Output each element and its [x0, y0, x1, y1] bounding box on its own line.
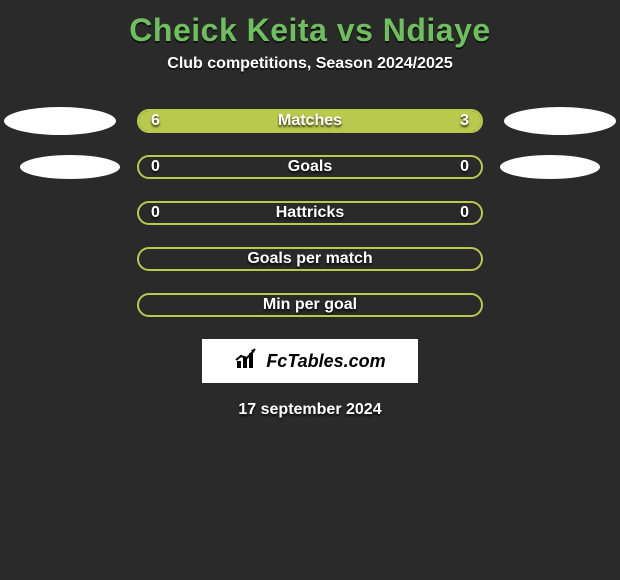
stat-value-left: 0 [151, 157, 160, 177]
stat-row: 63Matches [0, 109, 620, 133]
stat-bar: Min per goal [137, 293, 483, 317]
fill-left [139, 111, 367, 131]
player-left-oval [4, 107, 116, 135]
comparison-widget: Cheick Keita vs Ndiaye Club competitions… [0, 0, 620, 419]
date-text: 17 september 2024 [0, 401, 620, 419]
stat-label: Goals [139, 157, 481, 177]
player-right-oval [504, 107, 616, 135]
stat-bar: 0 0Goals [137, 155, 483, 179]
stat-bar: 63Matches [137, 109, 483, 133]
stats-rows: 63Matches00Goals00HattricksGoals per mat… [0, 109, 620, 317]
stat-value-left: 0 [151, 203, 160, 223]
logo-text: FcTables.com [266, 351, 385, 372]
stat-bar: 0 0Hattricks [137, 201, 483, 225]
stat-value-left: 6 [151, 111, 160, 131]
stat-label: Min per goal [139, 295, 481, 315]
stat-value-right: 0 [460, 157, 469, 177]
stat-label: Goals per match [139, 249, 481, 269]
stat-value-right: 0 [460, 203, 469, 223]
stat-value-right: 3 [460, 111, 469, 131]
chart-icon [234, 347, 262, 376]
stat-row: Goals per match [0, 247, 620, 271]
stat-label: Hattricks [139, 203, 481, 223]
player-right-oval [500, 155, 600, 179]
stat-row: Min per goal [0, 293, 620, 317]
stat-row: 0 0Hattricks [0, 201, 620, 225]
page-title: Cheick Keita vs Ndiaye [0, 8, 620, 55]
page-subtitle: Club competitions, Season 2024/2025 [0, 55, 620, 73]
logo-box[interactable]: FcTables.com [202, 339, 418, 383]
player-left-oval [20, 155, 120, 179]
stat-row: 0 0Goals [0, 155, 620, 179]
stat-bar: Goals per match [137, 247, 483, 271]
